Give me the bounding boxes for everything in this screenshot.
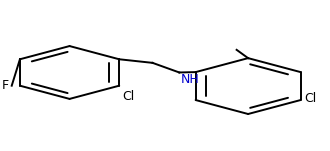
Text: NH: NH (181, 73, 200, 86)
Text: Cl: Cl (304, 92, 316, 105)
Text: F: F (1, 79, 9, 92)
Text: Cl: Cl (122, 90, 135, 103)
